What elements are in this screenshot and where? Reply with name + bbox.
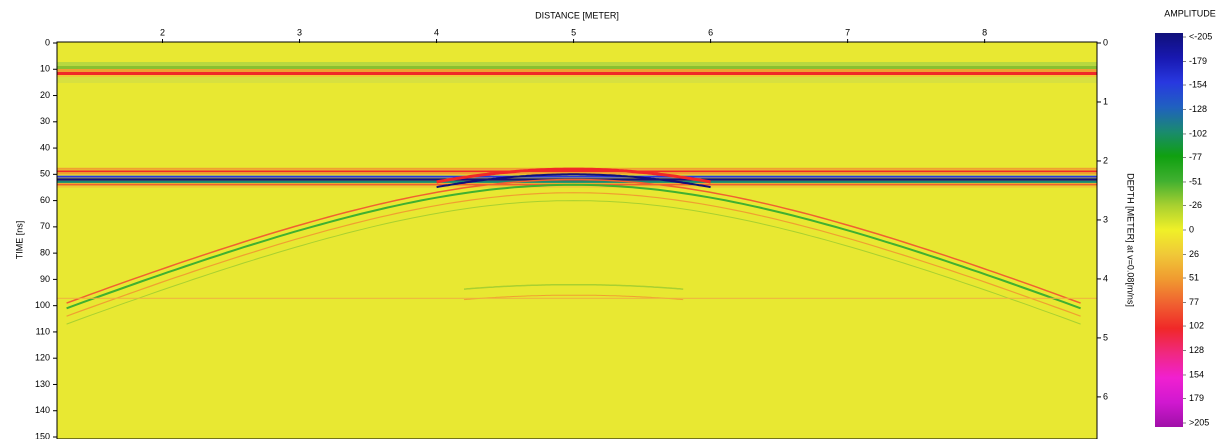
colorbar-tick-label: -77 — [1189, 152, 1202, 162]
y-tick-label: 120 — [35, 353, 50, 363]
radargram — [57, 42, 1097, 439]
colorbar-tick-label: 179 — [1189, 393, 1204, 403]
colorbar-tick-label: -179 — [1189, 56, 1207, 66]
reflector-band — [57, 297, 1097, 299]
y-tick-label: 10 — [40, 64, 50, 74]
y2-tick-label: 2 — [1103, 155, 1108, 165]
diffraction-hyperbola — [66, 192, 1081, 317]
y2-tick-label: 6 — [1103, 391, 1108, 401]
colorbar-tick-label: -128 — [1189, 104, 1207, 114]
y2-tick-label: 4 — [1103, 273, 1108, 283]
y-tick-label: 90 — [40, 274, 50, 284]
x-tick-label: 5 — [571, 27, 576, 37]
colorbar-tick-label: -51 — [1189, 176, 1202, 186]
y2-tick-label: 0 — [1103, 37, 1108, 47]
diffraction-hyperbola — [463, 283, 684, 290]
y-tick-label: 110 — [36, 326, 50, 336]
y-tick-label: 20 — [40, 90, 50, 100]
x-tick-label: 2 — [160, 27, 165, 37]
colorbar-tick-label: 77 — [1189, 297, 1199, 307]
y-tick-label: 30 — [40, 116, 50, 126]
reflector-band — [57, 180, 1097, 183]
reflector-band — [57, 186, 1097, 188]
y2-axis-title: DEPTH [METER] at v=0.08[m/ns] — [1126, 173, 1136, 307]
reflector-band — [57, 170, 1097, 173]
colorbar-tick-label: -102 — [1189, 128, 1207, 138]
y-tick-label: 100 — [35, 300, 50, 310]
x-tick-label: 6 — [708, 27, 713, 37]
x-tick-label: 8 — [982, 27, 987, 37]
diffraction-hyperbola — [66, 200, 1081, 325]
colorbar-tick-label: <-205 — [1189, 31, 1212, 41]
y-tick-label: 40 — [40, 142, 50, 152]
x-axis-title: DISTANCE [METER] — [535, 10, 619, 20]
reflector-band — [57, 175, 1097, 178]
y-tick-label: 50 — [40, 169, 50, 179]
x-tick-label: 7 — [845, 27, 850, 37]
y2-tick-label: 5 — [1103, 332, 1108, 342]
x-tick-label: 3 — [297, 27, 302, 37]
colorbar-tick-label: 128 — [1189, 345, 1204, 355]
colorbar-tick-label: -154 — [1189, 79, 1207, 89]
diffraction-hyperbola — [66, 178, 1081, 304]
y-tick-label: 80 — [40, 248, 50, 258]
colorbar-tick-label: 26 — [1189, 249, 1199, 259]
y-tick-label: 60 — [40, 195, 50, 205]
colorbar — [1155, 33, 1183, 427]
colorbar-tick-label: 51 — [1189, 272, 1199, 282]
y2-tick-label: 3 — [1103, 214, 1108, 224]
colorbar-tick-label: >205 — [1189, 417, 1209, 427]
diffraction-hyperbola — [66, 183, 1081, 310]
y-tick-label: 140 — [35, 405, 50, 415]
y-tick-label: 70 — [40, 221, 50, 231]
colorbar-title: AMPLITUDE — [1164, 8, 1216, 18]
colorbar-tick-label: 102 — [1189, 320, 1204, 330]
colorbar-tick-label: 0 — [1189, 224, 1194, 234]
colorbar-tick-label: 154 — [1189, 369, 1204, 379]
diffraction-hyperbola — [436, 167, 711, 184]
y-tick-label: 130 — [35, 379, 50, 389]
diffraction-hyperbola — [463, 294, 684, 301]
y-tick-label: 0 — [45, 37, 50, 47]
y2-tick-label: 1 — [1103, 96, 1108, 106]
colorbar-tick-label: -26 — [1189, 200, 1202, 210]
y-tick-label: 150 — [35, 431, 50, 439]
diffraction-hyperbola — [436, 173, 711, 189]
y-axis-title: TIME [ns] — [14, 221, 24, 260]
x-tick-label: 4 — [434, 27, 439, 37]
